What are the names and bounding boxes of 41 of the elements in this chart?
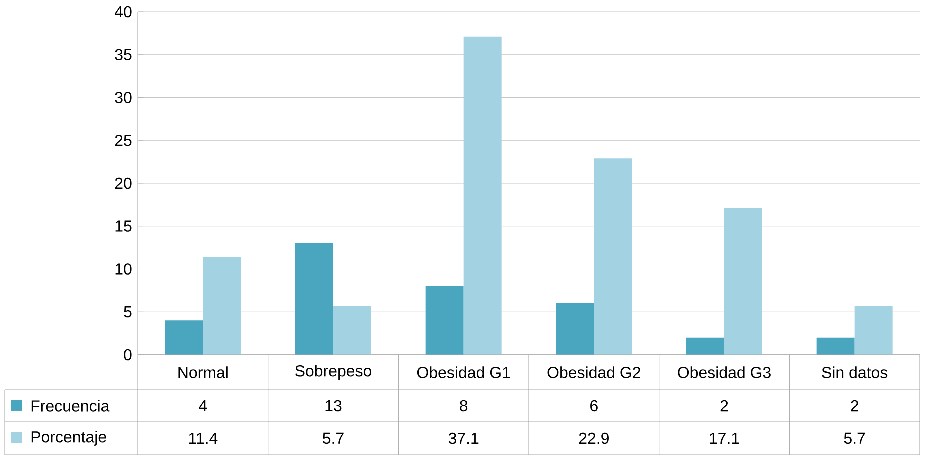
bar [426, 286, 464, 355]
data-label: 22.9 [579, 432, 609, 444]
bar [296, 244, 334, 355]
y-tick-label: 0 [124, 349, 132, 361]
data-label: 13 [326, 400, 342, 412]
data-label: 2 [720, 400, 728, 412]
bar [556, 304, 594, 355]
y-tick-label: 35 [115, 49, 132, 61]
bar [464, 36, 502, 355]
y-tick-label: 15 [116, 220, 132, 232]
data-label: 17.1 [710, 432, 740, 444]
bar [816, 338, 855, 355]
y-tick-label: 30 [115, 92, 132, 104]
y-tick-label: 25 [115, 134, 132, 146]
data-label: 4 [199, 400, 208, 412]
x-tick-label: Sin datos [822, 366, 888, 378]
legend-label: Frecuencia [32, 400, 110, 412]
data-label: 5.7 [844, 432, 866, 444]
data-label: 11.4 [189, 432, 218, 444]
data-label: 6 [590, 400, 598, 412]
bar [724, 208, 762, 355]
bar [334, 306, 372, 355]
x-tick-label: Obesidad G2 [548, 366, 640, 378]
x-tick-label: Obesidad G3 [678, 366, 771, 378]
bar [165, 320, 204, 355]
y-tick-label: 40 [114, 6, 132, 18]
data-label: 2 [851, 400, 858, 412]
data-label: 8 [460, 400, 468, 412]
x-tick-label: Sobrepeso [296, 365, 372, 380]
y-tick-label: 10 [116, 264, 132, 275]
data-label: 5.7 [323, 432, 344, 444]
legend-label: Porcentaje [32, 431, 106, 446]
y-tick-label: 5 [124, 306, 132, 318]
bar [594, 158, 632, 355]
y-tick-label: 20 [115, 178, 132, 190]
bar [203, 257, 242, 355]
x-tick-label: Obesidad G1 [417, 366, 510, 378]
x-tick-label: Normal [178, 366, 228, 378]
bar [854, 306, 893, 355]
data-label: 37.1 [448, 432, 479, 444]
bar [686, 338, 724, 355]
